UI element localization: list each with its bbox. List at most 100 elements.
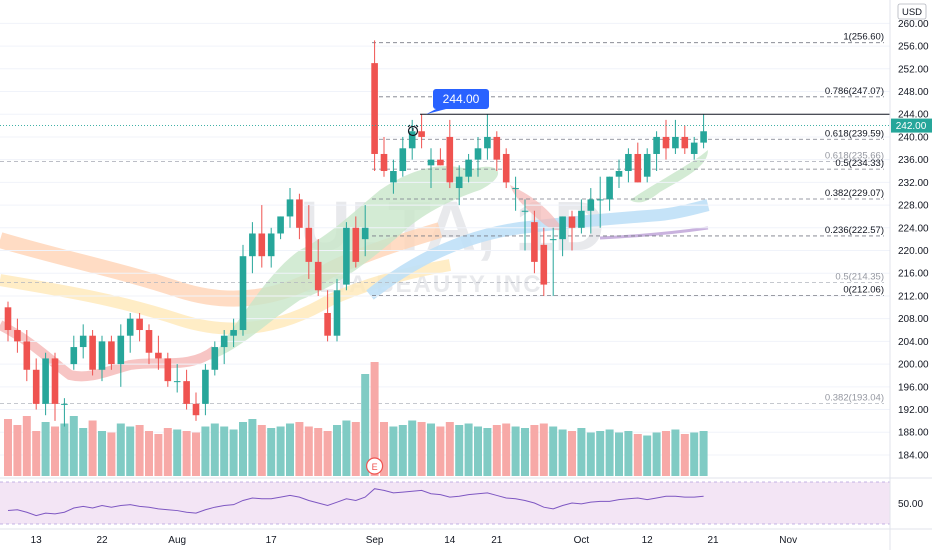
- candle-body: [23, 341, 31, 370]
- candle-body: [474, 148, 482, 160]
- volume-bar: [88, 420, 97, 476]
- volume-bar: [351, 422, 360, 476]
- candle-body: [155, 352, 162, 359]
- price-tick-label: 240.00: [898, 132, 929, 143]
- candle-body: [606, 176, 613, 200]
- candle-body: [587, 199, 595, 211]
- volume-bar: [361, 374, 370, 476]
- volume-bar: [398, 425, 407, 476]
- candle-body: [455, 176, 463, 189]
- price-callout[interactable]: 244.00: [426, 89, 489, 115]
- candle-body: [380, 153, 388, 172]
- fib-level-label: 0.382(229.07): [825, 188, 884, 199]
- volume-bar: [314, 428, 323, 476]
- time-tick-label: 21: [491, 535, 503, 546]
- price-tick-label: 192.00: [898, 405, 929, 416]
- candle-body: [4, 307, 12, 331]
- price-axis[interactable]: 184.00 188.00 192.00 196.00 200.00 204.00 208.…: [898, 19, 929, 462]
- volume-bar: [671, 429, 680, 476]
- currency-badge[interactable]: USD: [897, 3, 927, 20]
- price-tick-label: 216.00: [898, 269, 929, 280]
- price-tick-label: 196.00: [898, 382, 929, 393]
- price-tick-label: 212.00: [898, 291, 929, 302]
- time-tick-label: Aug: [168, 535, 186, 546]
- candle-body: [484, 136, 491, 149]
- volume-bar: [210, 423, 219, 476]
- volume-bar: [549, 426, 558, 476]
- volume-bar: [13, 425, 22, 476]
- volume-bar: [182, 431, 191, 476]
- fib-level-label: 0.618(235.66): [825, 151, 884, 162]
- volume-bar: [126, 426, 135, 476]
- time-tick-label: Oct: [574, 535, 590, 546]
- fib-level-label: 0(212.06): [843, 285, 884, 296]
- candle-body: [596, 199, 604, 201]
- volume-bar: [116, 423, 125, 476]
- candle-body: [333, 290, 341, 336]
- volume-bar: [295, 422, 304, 476]
- rsi-axis-label: 50.00: [898, 499, 923, 510]
- candle-body: [296, 199, 303, 228]
- ma-ribbon-red: [0, 320, 219, 382]
- fib-level-label: 0.382(193.04): [825, 393, 884, 404]
- price-tick-label: 224.00: [898, 223, 929, 234]
- volume-bar: [577, 428, 586, 476]
- time-axis[interactable]: 13 22 Aug 17 Sep 14 21 Oct 12 21 Nov: [31, 535, 797, 546]
- alarm-icon[interactable]: [407, 124, 419, 137]
- volume-bar: [192, 432, 200, 476]
- rsi-line: [7, 488, 704, 517]
- candle-body: [249, 233, 256, 257]
- volume-bar: [615, 432, 623, 476]
- volume-bar: [699, 431, 708, 476]
- candle-body: [653, 136, 660, 154]
- candle-body: [136, 318, 143, 331]
- candle-body: [615, 171, 623, 177]
- time-tick-label: 13: [31, 535, 43, 546]
- candle-body: [681, 136, 689, 149]
- candle-body: [371, 63, 378, 154]
- volume-bar: [304, 426, 313, 476]
- fib-level-label: 0.618(239.59): [825, 128, 884, 139]
- volume-bar: [445, 422, 454, 476]
- volume-bar: [502, 423, 511, 476]
- candle-body: [220, 335, 228, 348]
- volume-bar: [107, 432, 116, 476]
- volume-bar: [605, 429, 614, 476]
- volume-bar: [257, 425, 266, 476]
- earnings-marker[interactable]: E: [366, 457, 384, 475]
- volume-bar: [267, 428, 276, 476]
- volume-bar: [436, 426, 445, 476]
- candle-body: [502, 153, 510, 183]
- volume-bar: [370, 362, 379, 476]
- volume-bar: [389, 426, 398, 476]
- price-tick-label: 252.00: [898, 64, 929, 75]
- ma-cloud-green: [210, 166, 499, 360]
- candle-body: [79, 335, 87, 348]
- currency-label: USD: [902, 7, 922, 18]
- volume-bar: [41, 422, 50, 476]
- volume-bar: [455, 425, 464, 476]
- volume-bar: [51, 426, 59, 476]
- candle-body: [531, 222, 538, 262]
- fib-level-label: 0.5(214.35): [835, 272, 884, 283]
- candle-body: [446, 136, 454, 183]
- volume-bar: [60, 423, 69, 476]
- rsi-band: [0, 482, 890, 524]
- candle-body: [399, 148, 407, 172]
- volume-bar: [173, 429, 182, 476]
- candle-body: [540, 244, 548, 285]
- candle-body: [230, 330, 237, 336]
- volume-bars: [4, 362, 708, 476]
- price-tick-label: 260.00: [898, 19, 929, 30]
- volume-bar: [680, 434, 689, 476]
- current-price-badge[interactable]: 242.00: [0, 118, 932, 133]
- volume-bar: [201, 426, 210, 476]
- candle-body: [51, 358, 59, 404]
- volume-bar: [135, 425, 144, 476]
- candle-body: [258, 233, 266, 257]
- price-tick-label: 204.00: [898, 337, 929, 348]
- candle-body: [314, 261, 322, 291]
- volume-bar: [323, 431, 332, 476]
- candle-body: [239, 256, 247, 331]
